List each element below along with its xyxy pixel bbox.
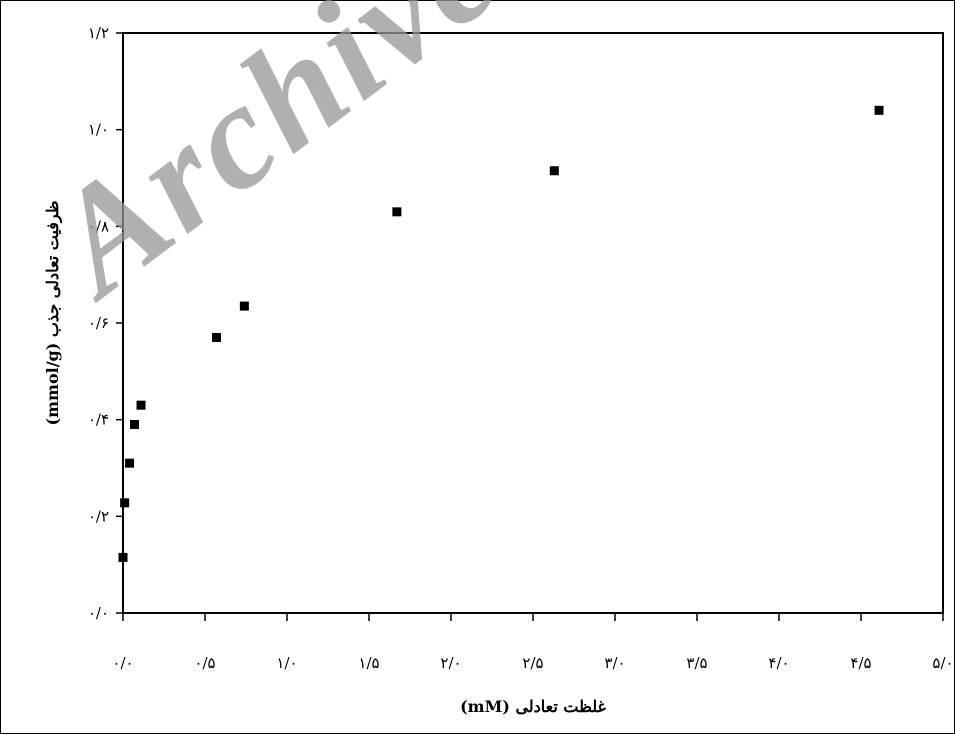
y-tick-label: ۰/۴ [88, 411, 109, 429]
y-tick-label: ۰/۶ [88, 314, 109, 332]
x-tick-label: ۰/۵ [194, 654, 215, 672]
x-tick-label: ۲/۰ [440, 654, 461, 672]
axis-ticks: ۰/۰ ۰/۵ ۱/۰ ۱/۵ ۲/۰ ۲/۵ ۳/۰ ۳/۵ ۴/۰ ۴/۵ ۵/۰ ۰/۰ ۰/۲ ۰… [88, 24, 954, 672]
x-axis-title: غلظت تعادلی (mM) [460, 697, 606, 716]
data-point [239, 301, 249, 311]
y-axis-title: ظرفیت تعادلی جذب (mmol/g) [43, 201, 63, 426]
data-point [129, 420, 139, 429]
y-tick-label: ۰/۲ [88, 507, 109, 525]
data-point [120, 498, 130, 508]
x-tick-label: ۲/۵ [522, 654, 543, 672]
y-tick-label: ۱/۲ [88, 24, 109, 42]
x-tick-label: ۰/۰ [112, 654, 133, 672]
y-tick-label: ۰/۰ [88, 604, 109, 622]
y-tick-label: ۱/۰ [88, 121, 109, 139]
x-tick-label: ۱/۰ [276, 654, 297, 672]
x-tick-label: ۱/۵ [358, 654, 379, 672]
data-point [549, 166, 559, 176]
data-point [392, 207, 402, 217]
data-point [118, 552, 128, 562]
x-tick-label: ۳/۵ [686, 654, 707, 672]
x-tick-label: ۳/۰ [604, 654, 625, 672]
data-point [211, 333, 221, 342]
x-tick-label: ۵/۰ [932, 654, 953, 672]
plot-area [122, 32, 944, 614]
data-points [118, 105, 884, 562]
y-tick-label: ۰/۸ [88, 217, 109, 235]
x-tick-label: ۴/۰ [768, 654, 789, 672]
data-point [136, 400, 146, 410]
x-tick-label: ۴/۵ [850, 654, 871, 672]
data-point [874, 105, 884, 115]
data-point [125, 458, 135, 468]
